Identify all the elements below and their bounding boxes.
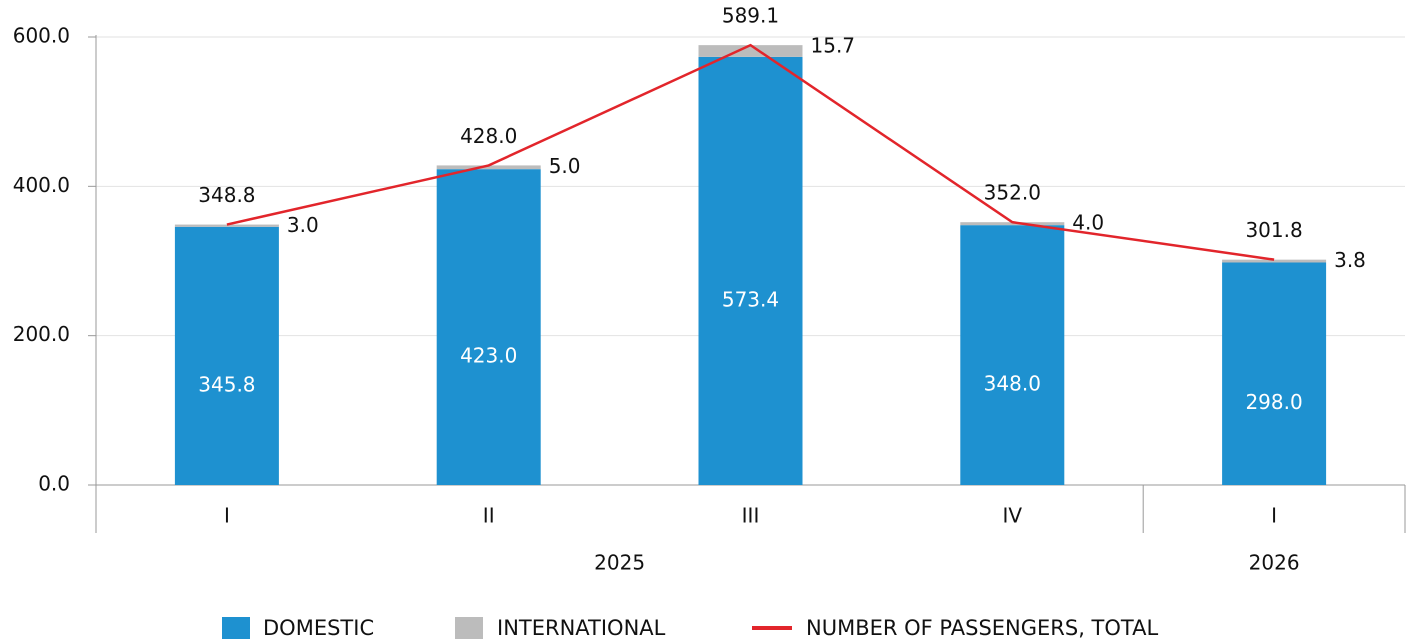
value-label: 3.0 <box>287 213 319 237</box>
value-label: 348.8 <box>198 183 255 207</box>
value-label: 3.8 <box>1334 248 1366 272</box>
y-tick-label: 600.0 <box>13 24 70 48</box>
bar-segment <box>174 224 279 227</box>
value-label: 423.0 <box>460 344 517 368</box>
group-label: 2026 <box>1249 551 1300 575</box>
value-label: 345.8 <box>198 372 255 396</box>
bar-segment <box>1222 262 1327 485</box>
y-tick-label: 200.0 <box>13 322 70 346</box>
group-label: 2025 <box>594 551 645 575</box>
value-label: 352.0 <box>984 181 1041 205</box>
bar-segment <box>174 226 279 485</box>
value-label: 348.0 <box>984 372 1041 396</box>
legend-swatch <box>455 617 483 639</box>
total-line <box>226 43 1275 261</box>
bar-segment <box>436 165 541 170</box>
value-label: 5.0 <box>549 154 581 178</box>
x-tick-label: I <box>224 504 230 528</box>
legend-label: INTERNATIONAL <box>497 616 666 640</box>
x-tick-label: IV <box>1003 504 1023 528</box>
value-label: 15.7 <box>811 34 856 58</box>
x-tick-label: III <box>742 504 760 528</box>
legend-label: DOMESTIC <box>263 616 374 640</box>
value-label: 573.4 <box>722 287 779 311</box>
y-tick-label: 0.0 <box>38 472 70 496</box>
value-label: 589.1 <box>722 4 779 28</box>
bar-segment <box>960 225 1065 485</box>
y-tick-label: 400.0 <box>13 173 70 197</box>
x-tick-label: I <box>1271 504 1277 528</box>
value-label: 428.0 <box>460 124 517 148</box>
bar-segment <box>698 45 803 57</box>
bar-segment <box>698 56 803 486</box>
legend-swatch <box>222 617 250 639</box>
bar-segment <box>436 169 541 485</box>
bar-segment <box>960 222 1065 226</box>
bar-segment <box>1222 259 1327 263</box>
legend-label: NUMBER OF PASSENGERS, TOTAL <box>806 616 1158 640</box>
x-tick-label: II <box>483 504 495 528</box>
value-label: 301.8 <box>1245 218 1302 242</box>
value-label: 298.0 <box>1245 390 1302 414</box>
